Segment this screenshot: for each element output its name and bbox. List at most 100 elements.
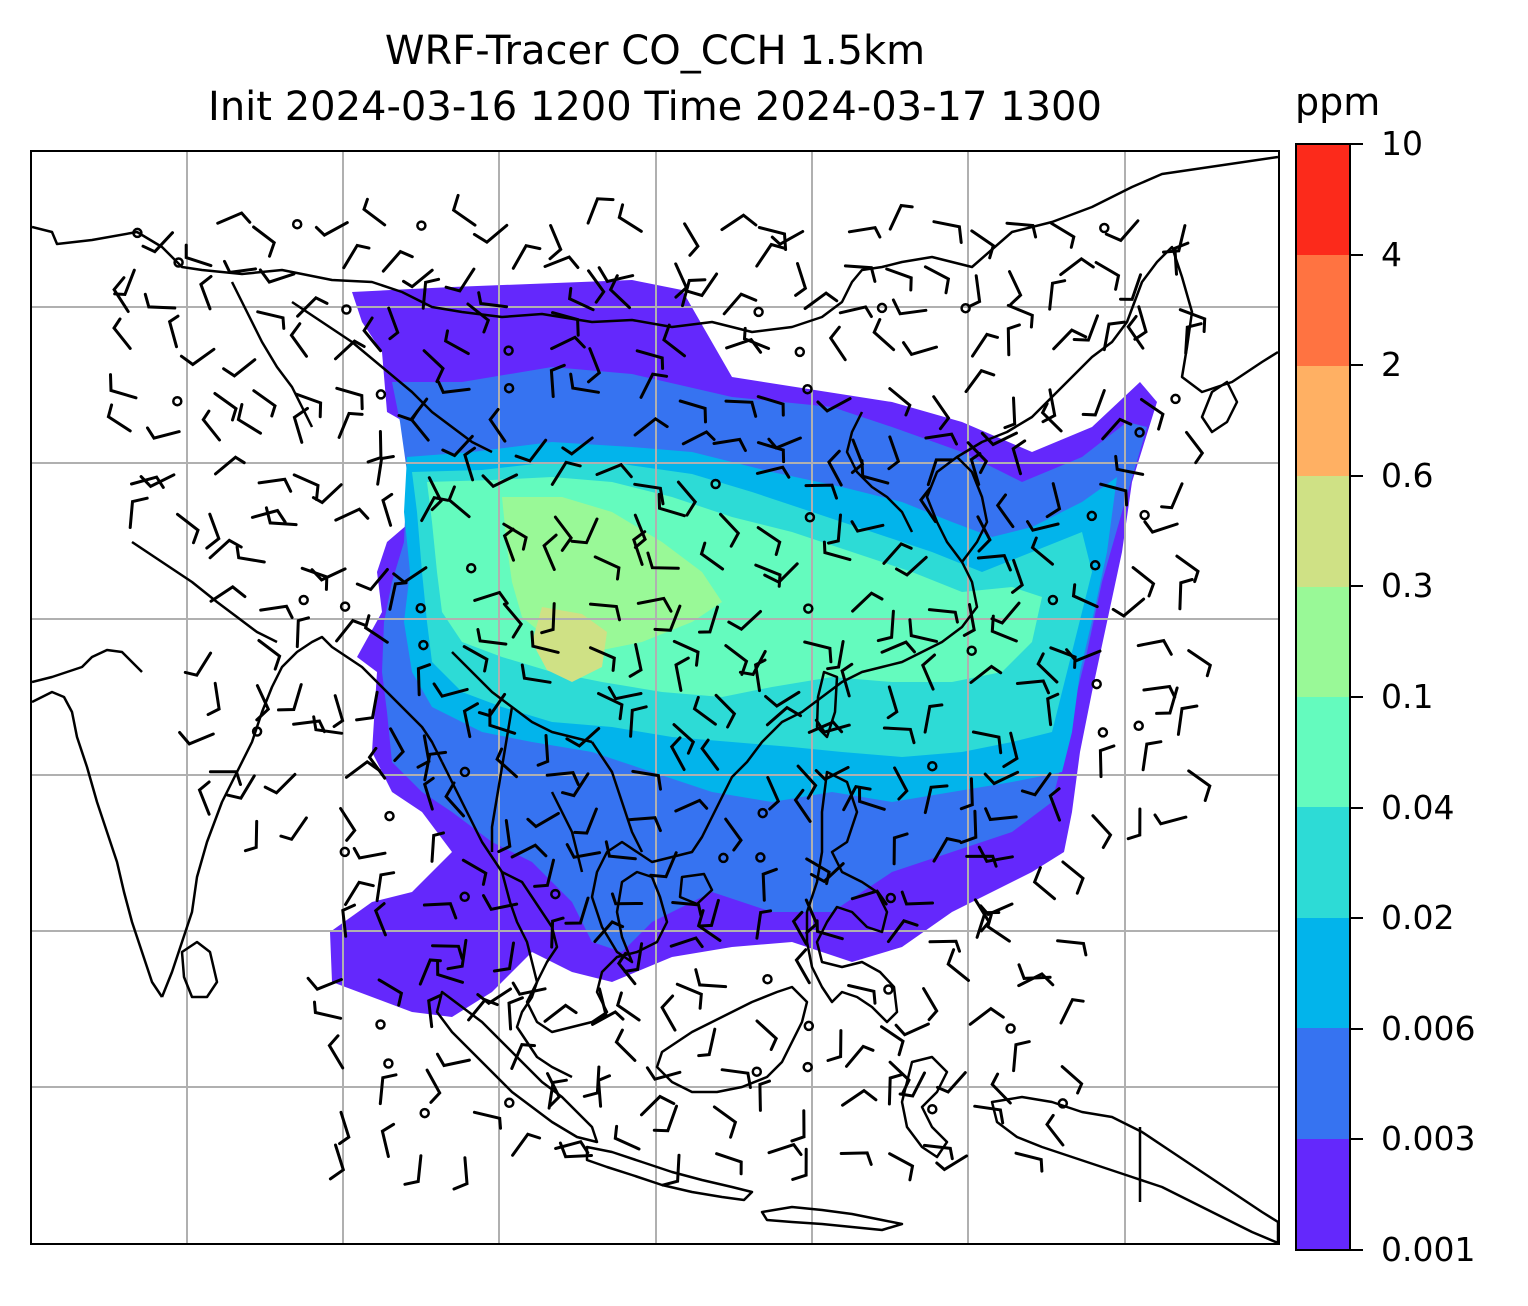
colorbar bbox=[1295, 143, 1351, 1251]
wind-barb bbox=[143, 292, 177, 310]
wind-barb bbox=[796, 764, 818, 800]
calm-wind-marker bbox=[384, 810, 395, 822]
wind-barb bbox=[208, 770, 242, 786]
wind-barb bbox=[971, 730, 1003, 755]
wind-barb bbox=[639, 372, 669, 399]
wind-barb bbox=[183, 651, 213, 677]
wind-barb bbox=[880, 640, 916, 654]
wind-barb bbox=[467, 998, 499, 1022]
wind-barb bbox=[613, 1124, 641, 1151]
wind-barb bbox=[1059, 997, 1085, 1025]
wind-barb bbox=[697, 1027, 717, 1058]
wind-barb bbox=[176, 512, 200, 545]
wind-barb bbox=[614, 1028, 637, 1062]
calm-wind-marker bbox=[762, 973, 773, 985]
wind-barb bbox=[631, 769, 662, 791]
wind-barb bbox=[1002, 731, 1019, 768]
wind-barb bbox=[669, 736, 686, 771]
wind-barb bbox=[476, 987, 512, 1006]
calm-wind-marker bbox=[927, 1103, 938, 1115]
wind-barb bbox=[886, 919, 919, 944]
wind-barb bbox=[420, 496, 450, 522]
calm-wind-marker bbox=[755, 852, 766, 863]
wind-barb bbox=[692, 695, 717, 726]
border-interior-3 bbox=[451, 651, 593, 744]
wind-barb bbox=[843, 264, 877, 283]
wind-barb bbox=[546, 1072, 562, 1108]
wind-barb bbox=[597, 692, 624, 721]
wind-barb bbox=[681, 278, 707, 308]
wind-barb bbox=[932, 220, 963, 244]
wind-barb bbox=[1065, 648, 1102, 663]
calm-wind-marker bbox=[550, 888, 561, 900]
wind-barb bbox=[540, 602, 556, 635]
wind-barb bbox=[926, 458, 954, 487]
wind-barb bbox=[860, 459, 890, 485]
wind-barb bbox=[306, 976, 343, 991]
colorbar-tick bbox=[1351, 143, 1363, 145]
wind-barb bbox=[197, 780, 211, 816]
wind-barb bbox=[551, 311, 580, 337]
wind-barb bbox=[250, 508, 287, 524]
wind-barb bbox=[828, 325, 847, 362]
wind-barb bbox=[252, 389, 277, 418]
calm-wind-marker bbox=[1005, 1023, 1016, 1034]
wind-barb bbox=[1184, 322, 1203, 355]
calm-wind-marker bbox=[927, 760, 938, 772]
wind-barb bbox=[872, 318, 896, 352]
wind-barb bbox=[1052, 328, 1088, 351]
wind-barb bbox=[761, 867, 778, 902]
wind-barb bbox=[587, 269, 606, 304]
wind-barb bbox=[564, 896, 590, 925]
wind-barb bbox=[376, 455, 395, 486]
wind-barb bbox=[313, 1000, 343, 1020]
wind-barb bbox=[976, 515, 992, 553]
wind-barb bbox=[1003, 396, 1017, 430]
wind-barb bbox=[794, 948, 811, 985]
colorbar-tick bbox=[1351, 1138, 1363, 1141]
calm-wind-marker bbox=[459, 891, 470, 903]
wind-barb bbox=[886, 685, 899, 720]
wind-barb bbox=[106, 403, 132, 433]
wind-barb bbox=[1111, 597, 1146, 618]
calm-wind-marker bbox=[753, 306, 764, 318]
wind-barb bbox=[545, 770, 580, 786]
calm-wind-marker bbox=[503, 382, 515, 394]
wind-barb bbox=[891, 298, 928, 316]
colorbar-segment bbox=[1297, 365, 1349, 477]
wind-barb bbox=[770, 230, 805, 247]
wind-barb bbox=[923, 703, 944, 734]
wind-barb bbox=[753, 658, 767, 693]
wind-barb bbox=[653, 604, 682, 632]
calm-wind-marker bbox=[416, 220, 427, 231]
colorbar-tick bbox=[1351, 364, 1363, 367]
wind-barb bbox=[826, 1029, 843, 1062]
coastline-eurasia-north bbox=[32, 155, 1278, 334]
wind-barb bbox=[112, 317, 132, 350]
wind-barb bbox=[423, 750, 448, 782]
wind-barb bbox=[652, 1104, 678, 1133]
wind-barb bbox=[279, 816, 308, 842]
wind-barb bbox=[550, 335, 586, 351]
wind-barb bbox=[1091, 814, 1113, 849]
wind-barb bbox=[1011, 558, 1024, 594]
wind-barb bbox=[645, 1066, 682, 1081]
wind-barb bbox=[983, 770, 1020, 786]
wind-barb bbox=[209, 585, 247, 603]
wind-barb bbox=[264, 506, 298, 527]
wind-barb bbox=[216, 211, 252, 225]
island-taiwan bbox=[815, 670, 839, 739]
wind-barb bbox=[979, 902, 1014, 917]
wind-barb bbox=[502, 527, 515, 562]
wind-barb bbox=[593, 555, 621, 581]
wind-barb bbox=[573, 807, 598, 835]
wind-barb bbox=[840, 662, 854, 698]
wind-barb bbox=[927, 608, 959, 624]
wind-barb bbox=[724, 817, 743, 852]
border-interior-5 bbox=[131, 540, 278, 644]
wind-barb bbox=[427, 994, 442, 1029]
wind-barb bbox=[610, 892, 644, 906]
wind-barb bbox=[839, 1151, 873, 1166]
wind-barb bbox=[558, 1141, 593, 1159]
wind-barb bbox=[975, 911, 1001, 939]
